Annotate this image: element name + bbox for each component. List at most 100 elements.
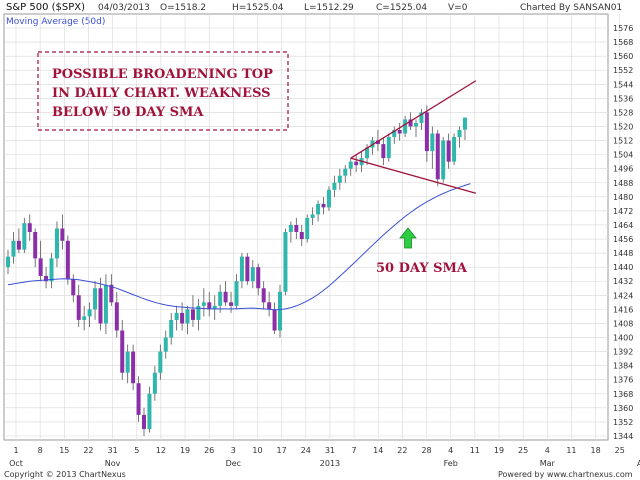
y-tick-label: 1408 (613, 319, 633, 328)
candle-body (316, 203, 321, 215)
candle-body (408, 119, 413, 127)
y-tick-label: 1544 (613, 80, 633, 89)
candle (326, 186, 331, 211)
candle-body (310, 214, 315, 218)
x-tick-label: 10 (252, 446, 262, 455)
candle (82, 305, 87, 331)
powered-by: Powered by www.chartnexus.com (498, 470, 633, 479)
candle (44, 267, 49, 289)
candle-body (424, 112, 429, 152)
candle-body (76, 295, 81, 320)
candle-body (54, 228, 59, 259)
x-month-label: Mar (540, 459, 556, 468)
candle-body (38, 258, 43, 276)
candle (375, 130, 380, 152)
candles (6, 105, 467, 436)
candle (337, 168, 342, 190)
candle-body (185, 309, 190, 324)
x-tick-label: 4 (545, 446, 550, 455)
candle (16, 228, 21, 254)
candle-body (435, 133, 440, 180)
candle (114, 291, 119, 338)
candle (93, 281, 98, 320)
x-month-label: Nov (105, 459, 121, 468)
candle (152, 365, 157, 401)
candle-body (201, 302, 206, 306)
candle (33, 228, 38, 268)
candle-body (457, 130, 462, 138)
candle-body (354, 161, 359, 166)
candle (419, 108, 424, 130)
candle-body (212, 305, 217, 310)
annotation-box (37, 51, 289, 131)
candle-body (365, 147, 370, 159)
candle (272, 302, 277, 334)
grid (4, 14, 621, 440)
annotation-line-2: IN DAILY CHART. WEAKNESS (52, 86, 271, 101)
candle (163, 330, 168, 359)
y-tick-label: 1528 (613, 108, 633, 117)
x-tick-label: 18 (591, 446, 601, 455)
candle-body (381, 144, 386, 159)
y-tick-label: 1392 (613, 348, 633, 357)
x-tick-label: 31 (108, 446, 118, 455)
header-volume: V=0 (448, 3, 468, 13)
x-tick-label: 3 (231, 446, 236, 455)
candle-body (283, 232, 288, 292)
candle (239, 253, 244, 289)
y-tick-label: 1480 (613, 193, 633, 202)
candle-body (321, 203, 326, 208)
x-tick-label: 17 (277, 446, 287, 455)
header-close: C=1525.04 (376, 3, 427, 13)
y-tick-label: 1368 (613, 390, 633, 399)
y-tick-label: 1456 (613, 235, 633, 244)
x-tick-label: 1 (13, 446, 18, 455)
candle (98, 277, 103, 331)
candle (125, 344, 130, 384)
candle-body (98, 288, 103, 324)
candle (103, 274, 108, 334)
candle-body (93, 288, 98, 310)
candle (60, 214, 65, 250)
candle (462, 117, 467, 141)
candle (158, 344, 163, 380)
candle (169, 312, 174, 345)
candle (446, 133, 451, 169)
candle-body (272, 309, 277, 331)
candle-body (33, 232, 38, 259)
y-tick-label: 1440 (613, 263, 633, 272)
candle-body (49, 258, 54, 282)
x-tick-label: 11 (470, 446, 480, 455)
x-tick-label: 26 (204, 446, 214, 455)
y-tick-label: 1448 (613, 249, 633, 258)
x-tick-label: 19 (494, 446, 504, 455)
candle (332, 175, 337, 197)
candle (190, 295, 195, 327)
y-tick-label: 1400 (613, 334, 633, 343)
candle (207, 291, 212, 317)
y-tick-label: 1424 (613, 291, 633, 300)
x-axis: 1 8 15 22 31 5 12 19 26 3 10 17 24 31 7 14 22 28 4 11 19 25 4 1… (9, 446, 640, 468)
y-tick-label: 1472 (613, 207, 633, 216)
candle (87, 302, 92, 327)
candle (316, 200, 321, 222)
candle (142, 407, 146, 436)
chart-title: S&P 500 ($SPX) (6, 2, 85, 13)
header-low: L=1512.29 (304, 3, 354, 13)
candle-body (158, 351, 163, 373)
candle (397, 122, 402, 141)
candle-body (16, 240, 21, 250)
candle (403, 115, 408, 138)
candle-body (71, 279, 76, 296)
y-tick-label: 1464 (613, 221, 633, 230)
x-tick-label: 19 (180, 446, 190, 455)
candle (348, 158, 353, 176)
x-tick-label: 14 (373, 446, 383, 455)
candle-body (250, 267, 255, 282)
x-tick-label: 25 (615, 446, 625, 455)
x-month-label: Oct (9, 459, 23, 468)
y-tick-label: 1360 (613, 404, 633, 413)
header-high: H=1525.04 (232, 3, 284, 13)
candle-body (326, 189, 331, 208)
arrow-up-icon (399, 227, 417, 249)
